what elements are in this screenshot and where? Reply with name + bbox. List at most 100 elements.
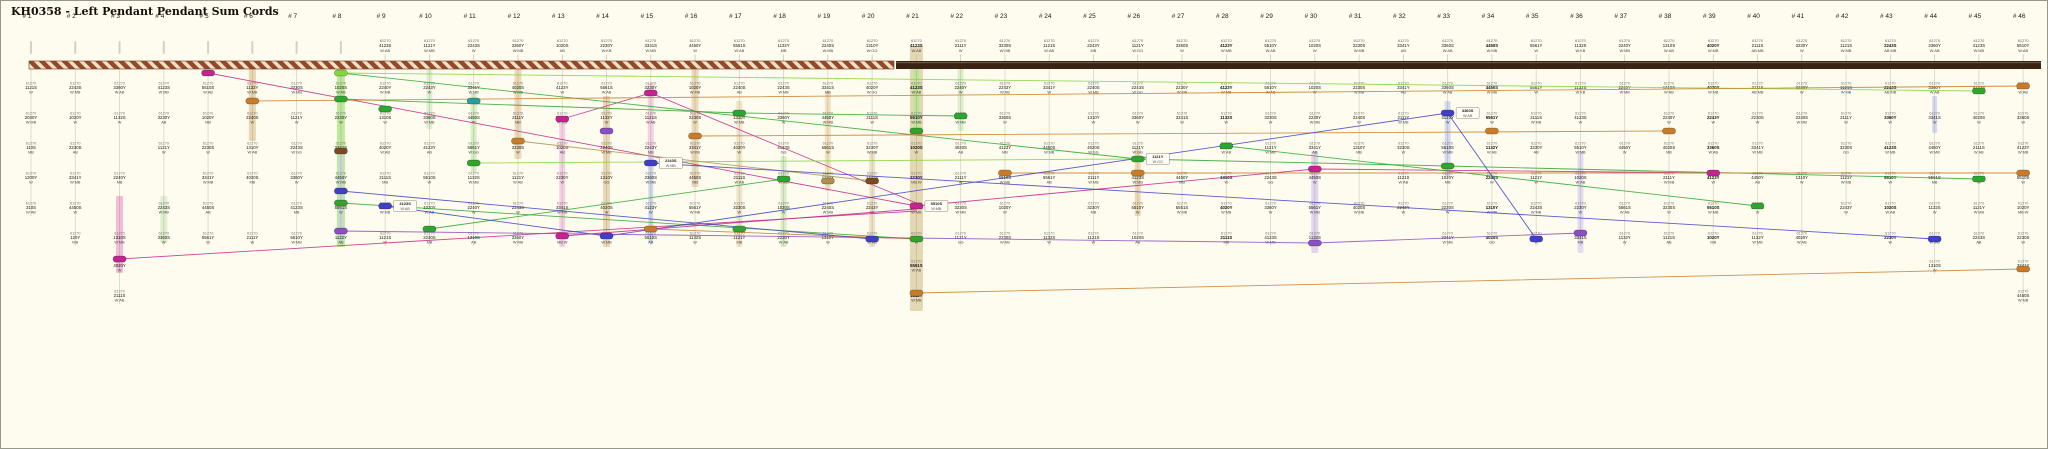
cord-label: W:MB [1398, 121, 1409, 125]
cord-label: 61270 [291, 81, 302, 85]
cord-strip [559, 123, 566, 247]
cord-top-label: W:MB [1974, 48, 1985, 53]
cord-label: 61270 [114, 81, 125, 85]
cord-label: 5510S [202, 85, 215, 90]
cord-label: 3341S [822, 85, 835, 90]
cord-label: 3341S [556, 205, 569, 210]
cord-label: W:AB [1000, 241, 1010, 245]
cord-top-label: 5510Y [1264, 43, 1277, 48]
cord-label: W [1490, 121, 1494, 125]
cord-label: 61270 [823, 81, 834, 85]
pendant-number: # 39 [1703, 13, 1716, 20]
pendant-number: # 44 [1924, 13, 1937, 20]
cord-label: 110S [26, 145, 36, 150]
cord-top-label: 2243S [467, 43, 480, 48]
cord-label: 61270 [1797, 81, 1808, 85]
cord-label: W:AB [1620, 211, 1630, 215]
cord-top-label: W:MB [1354, 48, 1365, 53]
cord-top-label: 61270 [1929, 38, 1941, 43]
cord-label: 61270 [336, 141, 347, 145]
cord-label: 61270 [513, 111, 524, 115]
cord-label: 5561Y [1530, 85, 1543, 90]
cord-label: 61270 [1531, 111, 1542, 115]
cord-label: 61270 [159, 201, 170, 205]
cord-label: W:MB [247, 91, 258, 95]
cord-label: 61270 [1885, 111, 1896, 115]
cord-label: W:MB [1708, 211, 1719, 215]
cord-label: 61270 [778, 201, 789, 205]
cord-label: W:MB [557, 121, 568, 125]
cord-label: 4020S [1973, 115, 1986, 120]
cord-label: 61270 [1000, 81, 1011, 85]
cord-label: 3230S [1663, 205, 1676, 210]
knot-marker [1308, 165, 1322, 173]
cord-label: 4123S [910, 85, 923, 90]
cord-label: 4123S [290, 205, 303, 210]
cord-label: W:AB [1708, 151, 1718, 155]
cord-label: 4450Y [1928, 145, 1941, 150]
cord-label: GG [1268, 181, 1274, 185]
cord-label: 1132Y [335, 235, 347, 240]
cord-attachment-mark [295, 41, 298, 54]
cord-top-label: W [959, 48, 963, 53]
cord-label: 61270 [734, 201, 745, 205]
knot-marker [334, 187, 348, 195]
cord-label: 2230Y [1176, 85, 1189, 90]
cord-strip [116, 196, 124, 273]
cord-label: 2243Y [866, 205, 879, 210]
cord-label: W [383, 121, 387, 125]
cord-label: 4020S [512, 85, 525, 90]
cord-label: AB [427, 151, 433, 155]
cord-label: W [1402, 151, 1406, 155]
cord-label: 2240S [1486, 175, 1499, 180]
cord-label: 61270 [1708, 81, 1719, 85]
cord-label: AB [471, 241, 477, 245]
cord-label: 61270 [955, 171, 966, 175]
cord-label: 61270 [690, 201, 701, 205]
cord-label: W:MB [380, 211, 391, 215]
cord-label: 61270 [1354, 141, 1365, 145]
cord-top-label: W:GG [1132, 48, 1143, 53]
cord-top-label: 2111Y [955, 43, 967, 48]
cord-top-label: MB [1091, 48, 1097, 53]
cord-label: 61270 [1619, 201, 1630, 205]
pendant-number: # 3 [111, 13, 120, 20]
cord-label: 3230Y [645, 85, 658, 90]
cord-label: 2111S [1530, 115, 1542, 120]
cord-label: 61270 [1708, 141, 1719, 145]
cord-label: W:MB [1310, 121, 1321, 125]
cord-label: 61270 [114, 289, 125, 293]
cord-label: 5561Y [1486, 115, 1499, 120]
cord-label: 1121S [379, 235, 391, 240]
cord-label: 61270 [601, 111, 612, 115]
cord-label: 2230S [2017, 235, 2030, 240]
cord-label: 1121S [25, 85, 37, 90]
cord-top-label: 1132Y [778, 43, 790, 48]
cord-label: 61270 [1088, 111, 1099, 115]
cord-label: 61270 [26, 81, 37, 85]
cord-label: W [915, 151, 919, 155]
cord-label: 4123Y [1707, 175, 1720, 180]
cord-label: 61270 [1221, 201, 1232, 205]
cord-label: 1121Y [291, 115, 303, 120]
cord-top-label: 61270 [822, 38, 834, 43]
cord-label: W [1136, 121, 1140, 125]
cord-label: 61270 [159, 81, 170, 85]
cord-top-label: W [1800, 48, 1804, 53]
cord-label: 3230S [733, 205, 746, 210]
cord-label: MB [1091, 211, 1097, 215]
cord-label: MB [736, 241, 742, 245]
knot-marker [334, 95, 348, 103]
cord-label: 61270 [70, 81, 81, 85]
cord-label: 61270 [911, 259, 922, 263]
cord-label: 3230Y [1087, 205, 1100, 210]
cord-label: W:MB [1620, 91, 1631, 95]
pendant-number: # 36 [1570, 13, 1583, 20]
cord-label: 4020S [600, 205, 613, 210]
cord-label: W:KB [690, 151, 700, 155]
cord-label: W [782, 121, 786, 125]
cord-label: 61270 [380, 171, 391, 175]
cord-label: 4020S [246, 175, 259, 180]
cord-label: 61270 [1044, 231, 1055, 235]
cord-label: 1132S [1574, 85, 1586, 90]
